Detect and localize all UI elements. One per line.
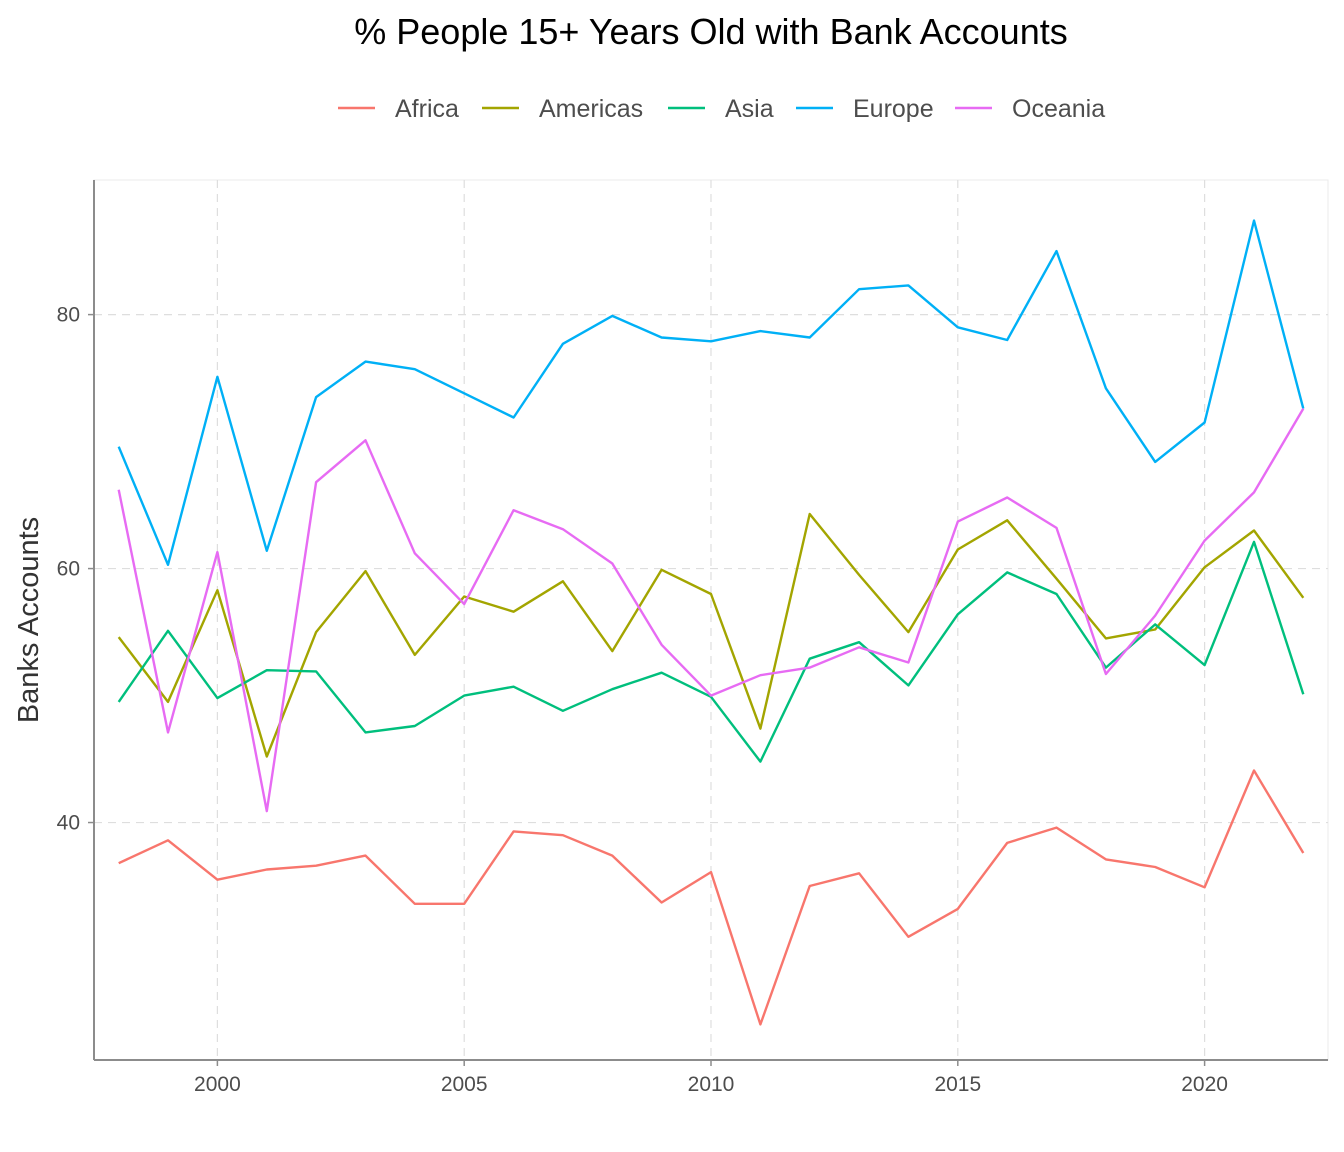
series-lines bbox=[117, 219, 1305, 1026]
x-tick-label: 2010 bbox=[688, 1073, 735, 1096]
legend: Africa Americas Asia Europe Oceania bbox=[338, 95, 1105, 123]
series-line-asia bbox=[117, 540, 1305, 763]
legend-item-oceania: Oceania bbox=[955, 95, 1105, 123]
tick-labels: 2000 2005 2010 2015 2020 40 60 80 bbox=[57, 304, 1228, 1096]
y-tick-label: 80 bbox=[57, 304, 80, 327]
series-line-africa bbox=[118, 769, 1305, 1026]
y-tick-label: 60 bbox=[57, 558, 80, 581]
axes bbox=[88, 180, 1328, 1066]
series-line-americas bbox=[117, 512, 1305, 758]
legend-label: Oceania bbox=[1012, 95, 1105, 123]
x-tick-label: 2015 bbox=[934, 1073, 981, 1096]
legend-label: Europe bbox=[853, 95, 934, 123]
legend-item-europe: Europe bbox=[796, 95, 934, 123]
legend-item-africa: Africa bbox=[338, 95, 459, 123]
chart-title: % People 15+ Years Old with Bank Account… bbox=[354, 11, 1067, 52]
legend-item-americas: Americas bbox=[482, 95, 643, 123]
grid bbox=[93, 179, 1329, 1061]
series-line-oceania bbox=[117, 407, 1305, 813]
legend-label: Asia bbox=[725, 95, 774, 123]
x-tick-label: 2000 bbox=[194, 1073, 241, 1096]
legend-label: Americas bbox=[539, 95, 643, 123]
x-tick-label: 2020 bbox=[1181, 1073, 1228, 1096]
y-axis-title: Banks Accounts bbox=[13, 517, 45, 723]
series-line-europe bbox=[117, 219, 1305, 566]
legend-label: Africa bbox=[395, 95, 459, 123]
legend-item-asia: Asia bbox=[668, 95, 774, 123]
x-tick-label: 2005 bbox=[441, 1073, 488, 1096]
y-tick-label: 40 bbox=[57, 812, 80, 835]
